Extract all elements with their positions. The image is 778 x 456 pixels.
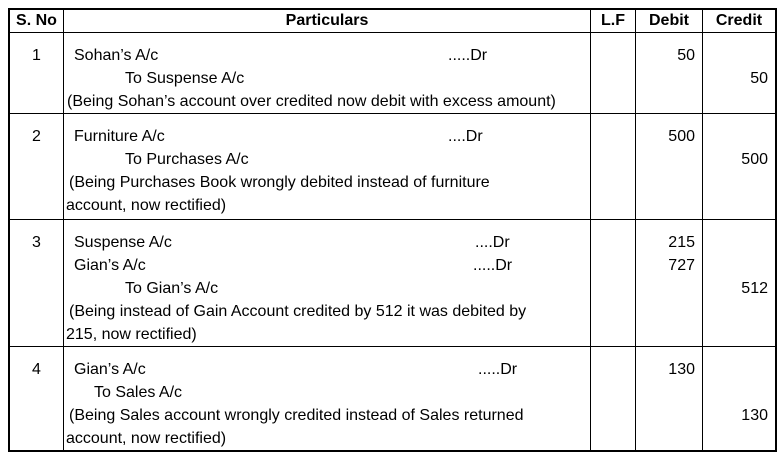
dr-marker: .....Dr bbox=[478, 361, 518, 378]
table-header-row: S. No Particulars L.F Debit Credit bbox=[10, 10, 775, 32]
journal-line-text: account, now rectified) bbox=[66, 197, 227, 214]
particulars-cell: Furniture A/c ....Dr To Purchases A/c (Bein… bbox=[64, 114, 591, 219]
lf-cell bbox=[591, 114, 636, 219]
dr-marker: .....Dr bbox=[473, 257, 513, 274]
table-row: 2 Furniture A/c ....Dr To Purchases A/c (Bei… bbox=[10, 113, 775, 219]
row-number: 2 bbox=[10, 114, 64, 219]
journal-line-debit-entry: Sohan’s A/c .....Dr bbox=[64, 44, 590, 67]
journal-line-narration: 215, now rectified) bbox=[64, 323, 590, 346]
table-row: 1 Sohan’s A/c .....Dr To Suspense A/c (Being… bbox=[10, 32, 775, 113]
journal-line-debit-entry: Gian’s A/c .....Dr bbox=[64, 358, 590, 381]
journal-line-narration: (Being Sohan’s account over credited now… bbox=[64, 90, 590, 113]
journal-line-text: (Being Sohan’s account over credited now… bbox=[67, 93, 556, 110]
journal-line-text: (Being Sales account wrongly credited in… bbox=[69, 407, 524, 424]
credit-amount: 512 bbox=[741, 280, 768, 297]
journal-line-text: Suspense A/c bbox=[74, 234, 172, 251]
row-number: 3 bbox=[10, 220, 64, 346]
journal-line-text: To Gian’s A/c bbox=[125, 280, 219, 297]
row-number: 4 bbox=[10, 347, 64, 450]
credit-cell: 130 bbox=[703, 347, 775, 450]
journal-line-text: 215, now rectified) bbox=[66, 326, 197, 343]
journal-line-text: To Sales A/c bbox=[94, 384, 183, 401]
credit-amount: 50 bbox=[750, 70, 768, 87]
header-lf: L.F bbox=[591, 10, 636, 32]
journal-line-text: Gian’s A/c bbox=[74, 361, 146, 378]
journal-line-debit-entry: Furniture A/c ....Dr bbox=[64, 125, 590, 148]
journal-line-narration: (Being Purchases Book wrongly debited in… bbox=[64, 171, 590, 194]
credit-cell: 512 bbox=[703, 220, 775, 346]
journal-line-text: Sohan’s A/c bbox=[74, 47, 159, 64]
debit-amount: 500 bbox=[668, 128, 695, 145]
particulars-cell: Gian’s A/c .....Dr To Sales A/c (Being Sale… bbox=[64, 347, 591, 450]
header-credit: Credit bbox=[715, 12, 763, 29]
debit-amount: 130 bbox=[668, 361, 695, 378]
journal-line-credit-entry: To Purchases A/c bbox=[64, 148, 590, 171]
debit-cell: 130 bbox=[636, 347, 703, 450]
header-particulars: Particulars bbox=[64, 10, 591, 32]
journal-line-text: Gian’s A/c bbox=[74, 257, 146, 274]
debit-cell: 215 727 bbox=[636, 220, 703, 346]
journal-line-narration: account, now rectified) bbox=[64, 427, 590, 450]
journal-line-text: Furniture A/c bbox=[74, 128, 165, 145]
particulars-cell: Sohan’s A/c .....Dr To Suspense A/c (Being … bbox=[64, 33, 591, 113]
credit-cell: 50 bbox=[703, 33, 775, 113]
table-row: 3 Suspense A/c ....Dr Gian’s A/c .....Dr To G… bbox=[10, 219, 775, 346]
journal-line-text: To Suspense A/c bbox=[125, 70, 245, 87]
table-row: 4 Gian’s A/c .....Dr To Sales A/c (Being Sal… bbox=[10, 346, 775, 450]
journal-line-debit-entry: Suspense A/c ....Dr bbox=[64, 231, 590, 254]
dr-marker: ....Dr bbox=[448, 128, 483, 145]
credit-amount: 130 bbox=[741, 407, 768, 424]
lf-cell bbox=[591, 220, 636, 346]
lf-cell bbox=[591, 33, 636, 113]
header-sno: S. No bbox=[10, 10, 64, 32]
journal-line-text: (Being instead of Gain Account credited … bbox=[69, 303, 527, 320]
journal-line-narration: account, now rectified) bbox=[64, 194, 590, 217]
dr-marker: ....Dr bbox=[475, 234, 510, 251]
journal-line-text: (Being Purchases Book wrongly debited in… bbox=[69, 174, 490, 191]
credit-cell: 500 bbox=[703, 114, 775, 219]
table-body: 1 Sohan’s A/c .....Dr To Suspense A/c (Being… bbox=[10, 32, 775, 450]
debit-amount: 727 bbox=[668, 257, 695, 274]
lf-cell bbox=[591, 347, 636, 450]
journal-line-credit-entry: To Sales A/c bbox=[64, 381, 590, 404]
journal-line-narration: (Being instead of Gain Account credited … bbox=[64, 300, 590, 323]
debit-cell: 500 bbox=[636, 114, 703, 219]
journal-line-credit-entry: To Suspense A/c bbox=[64, 67, 590, 90]
journal-line-narration: (Being Sales account wrongly credited in… bbox=[64, 404, 590, 427]
journal-entries-table: S. No Particulars L.F Debit Credit 1 Soha… bbox=[8, 8, 777, 452]
debit-amount: 50 bbox=[677, 47, 695, 64]
particulars-cell: Suspense A/c ....Dr Gian’s A/c .....Dr To Gi… bbox=[64, 220, 591, 346]
row-number: 1 bbox=[10, 33, 64, 113]
header-debit: Debit bbox=[636, 10, 703, 32]
dr-marker: .....Dr bbox=[448, 47, 488, 64]
journal-line-credit-entry: To Gian’s A/c bbox=[64, 277, 590, 300]
journal-line-debit-entry: Gian’s A/c .....Dr bbox=[64, 254, 590, 277]
debit-cell: 50 bbox=[636, 33, 703, 113]
journal-line-text: To Purchases A/c bbox=[125, 151, 249, 168]
debit-amount: 215 bbox=[668, 234, 695, 251]
journal-line-text: account, now rectified) bbox=[66, 430, 227, 447]
credit-amount: 500 bbox=[741, 151, 768, 168]
